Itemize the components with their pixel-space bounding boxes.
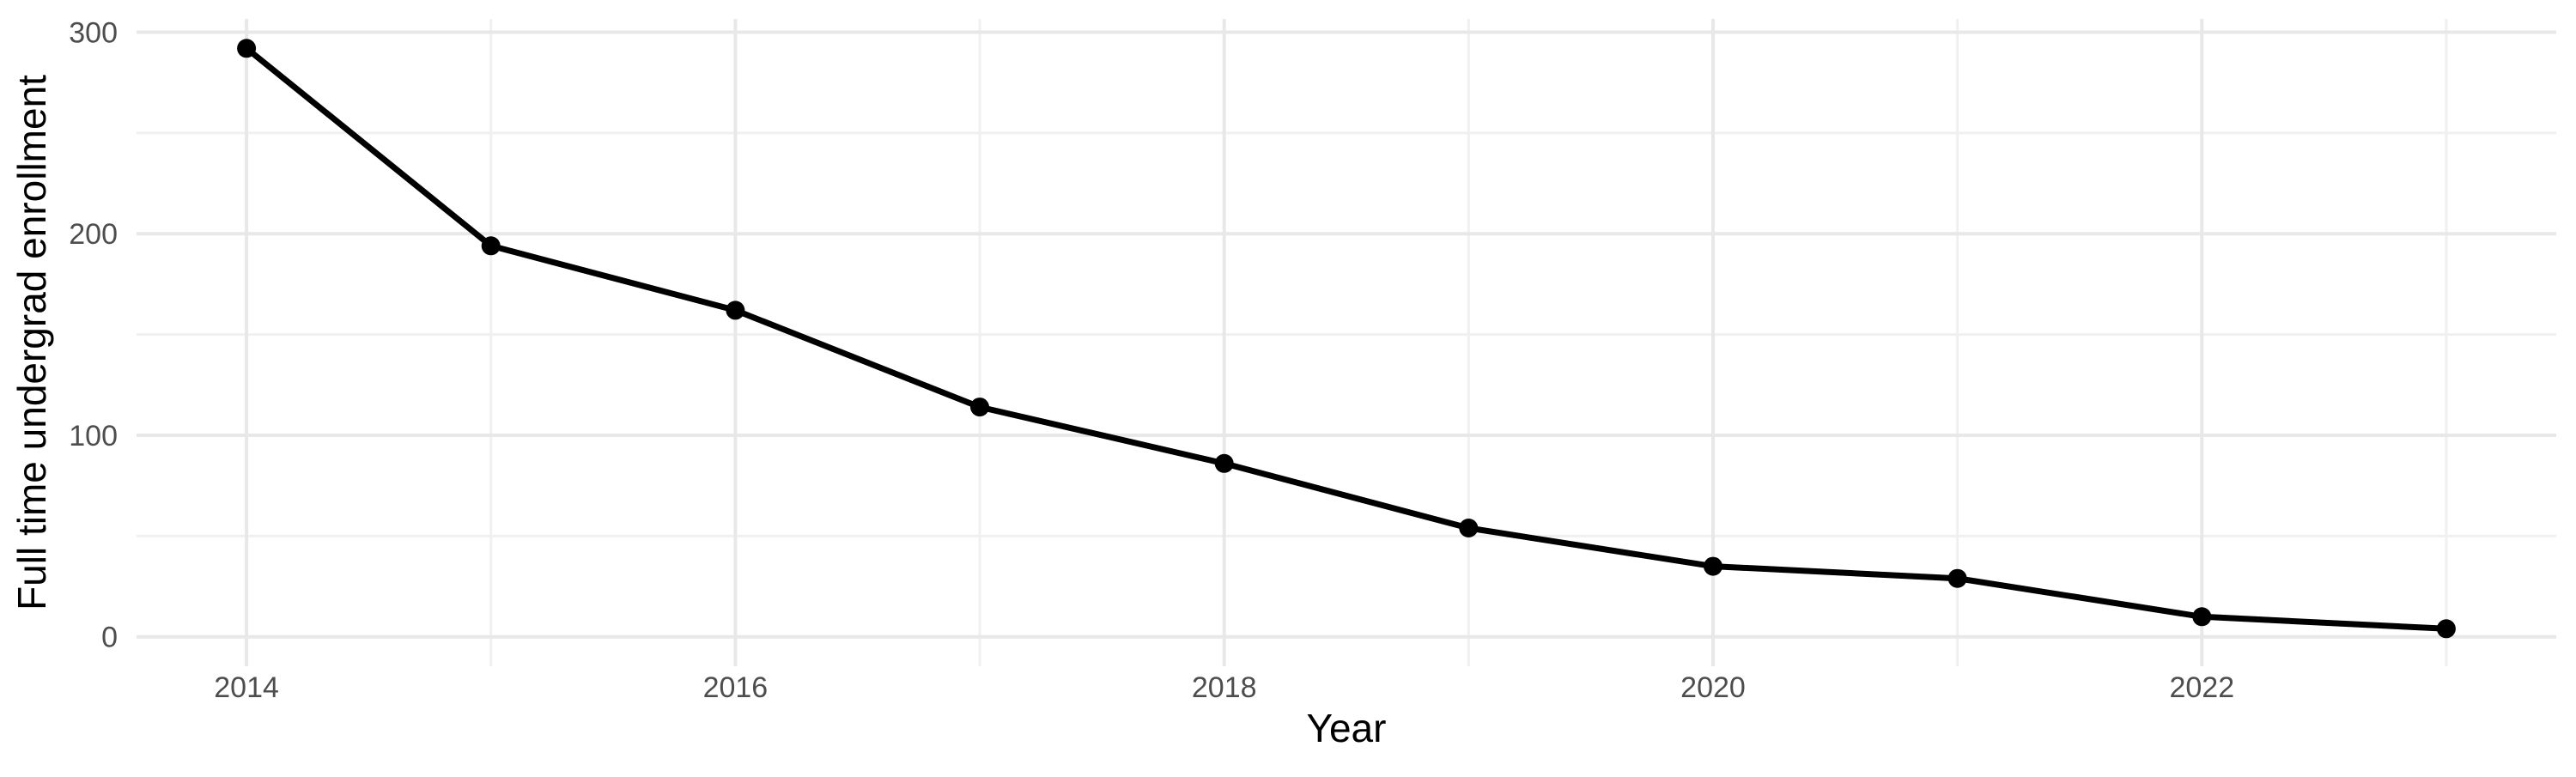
data-point <box>1947 568 1967 588</box>
y-tick-label: 100 <box>69 420 118 452</box>
data-point <box>237 39 257 58</box>
x-tick-label: 2020 <box>1680 671 1746 704</box>
y-tick-label: 300 <box>69 17 118 50</box>
y-axis-title: Full time undergrad enrollment <box>9 75 54 610</box>
data-point <box>1704 556 1722 576</box>
x-tick-label: 2022 <box>2169 671 2234 704</box>
minor-gridlines <box>137 19 2556 666</box>
data-point <box>1459 519 1479 537</box>
series-line <box>244 46 2447 632</box>
y-tick-label: 0 <box>101 622 118 654</box>
data-point <box>481 236 501 256</box>
x-tick-label: 2014 <box>214 671 279 704</box>
data-point <box>726 300 745 320</box>
x-tick-label: 2018 <box>1192 671 1257 704</box>
x-axis-title: Year <box>1307 706 1387 750</box>
y-tick-label: 200 <box>69 218 118 251</box>
data-point <box>970 398 989 417</box>
data-point <box>2436 619 2456 639</box>
data-point <box>1214 453 1234 473</box>
axis-tick-labels: 0 100 200 300 2014 2016 2018 2020 2022 <box>69 17 2234 705</box>
data-point <box>2192 607 2212 627</box>
data-series <box>237 39 2456 639</box>
major-gridlines <box>137 19 2556 666</box>
x-tick-label: 2016 <box>703 671 769 704</box>
